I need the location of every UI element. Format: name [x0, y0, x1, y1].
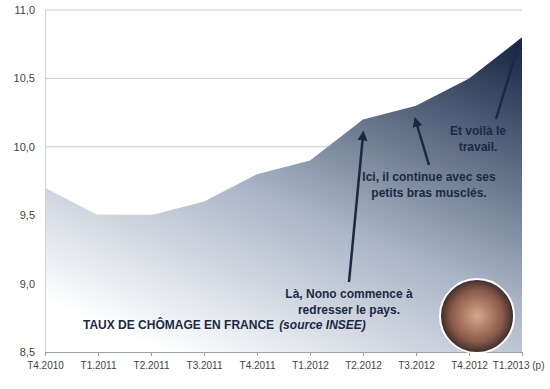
y-tick: 9,0 [20, 278, 45, 290]
x-tick: T1.2012 [292, 352, 329, 371]
grid-line [45, 78, 522, 79]
x-tick: T1.2013 (p) [493, 352, 545, 371]
y-axis: 8,5 9,0 9,5 10,0 10,5 11,0 [14, 4, 46, 358]
x-tick-mark [151, 352, 152, 356]
x-axis: T4.2010 T1.2011 T2.2011 T3.2011 T4.2011 T1.20… [27, 352, 544, 371]
subtitle: (source INSEE) [279, 318, 366, 332]
y-tick: 10,5 [14, 72, 45, 84]
annotation-line: Ici, il continue avec ses [362, 170, 496, 184]
chart: 8,5 9,0 9,5 10,0 10,5 11,0 T4.2010 T1.2011 T2.20… [0, 0, 550, 389]
annotation: Là, Nono commence à redresser le pays. [285, 287, 413, 317]
y-tick-label: 10,0 [14, 141, 35, 153]
x-tick-label: T4.2012 [451, 360, 488, 371]
y-tick: 9,5 [20, 209, 45, 221]
x-tick: T3.2011 [187, 352, 223, 371]
x-tick-mark [363, 352, 364, 356]
x-tick: T2.2011 [134, 352, 170, 371]
annotation-arrow [349, 135, 363, 282]
y-tick-label: 10,5 [14, 72, 35, 84]
x-tick-label: T4.2010 [27, 360, 64, 371]
y-tick: 10,0 [14, 141, 45, 153]
x-tick-mark [204, 352, 205, 356]
x-tick-mark [416, 352, 417, 356]
x-tick-mark [522, 352, 523, 356]
x-tick-mark [98, 352, 99, 356]
x-tick-label: T1.2012 [292, 360, 329, 371]
x-tick: T1.2011 [81, 352, 117, 371]
x-tick-mark [310, 352, 311, 356]
x-tick: T3.2012 [398, 352, 435, 371]
plot-area [45, 37, 522, 352]
y-tick-label: 11,0 [14, 4, 35, 16]
grid [45, 10, 522, 352]
annotation-line: travail. [459, 140, 498, 154]
x-tick-label: T3.2011 [187, 360, 223, 371]
x-axis-line [46, 353, 523, 357]
x-tick: T4.2011 [240, 352, 276, 371]
x-tick-label: T1.2013 (p) [493, 360, 545, 371]
y-tick-label: 9,0 [20, 278, 35, 290]
area [45, 37, 522, 352]
annotation-line: Et voilà le [450, 124, 506, 138]
annotation-arrow [416, 122, 429, 165]
y-axis-line [45, 11, 46, 353]
photo [440, 279, 514, 353]
x-tick: T2.2012 [345, 352, 382, 371]
annotation-line: Là, Nono commence à [285, 287, 413, 301]
y-tick-label: 9,5 [20, 209, 35, 221]
x-tick-mark [257, 352, 258, 356]
x-tick-label: T1.2011 [81, 360, 117, 371]
x-tick-label: T4.2011 [240, 360, 276, 371]
photo-circle [440, 279, 514, 353]
annotation: Et voilà le travail. [450, 124, 506, 154]
x-tick: T4.2010 [27, 352, 64, 371]
x-tick-mark [45, 352, 46, 356]
x-tick-label: T3.2012 [398, 360, 435, 371]
x-tick-label: T2.2011 [134, 360, 170, 371]
title: TAUX DE CHÔMAGE EN FRANCE (source INSEE) [83, 317, 366, 332]
annotation-line: redresser le pays. [298, 303, 400, 317]
annotation-line: petits bras musclés. [371, 186, 486, 200]
title-text: TAUX DE CHÔMAGE EN FRANCE [83, 317, 274, 332]
annotation-arrow [496, 43, 519, 119]
grid-line [45, 10, 522, 11]
x-tick: T4.2012 [451, 352, 488, 371]
y-tick: 11,0 [14, 4, 45, 16]
annotation: Ici, il continue avec ses petits bras mus… [362, 170, 496, 200]
y-tick-label: 8,5 [20, 346, 35, 358]
x-tick-label: T2.2012 [345, 360, 382, 371]
annotations: Là, Nono commence à redresser le pays. Ici… [285, 43, 519, 317]
y-tick: 8,5 [20, 346, 45, 358]
